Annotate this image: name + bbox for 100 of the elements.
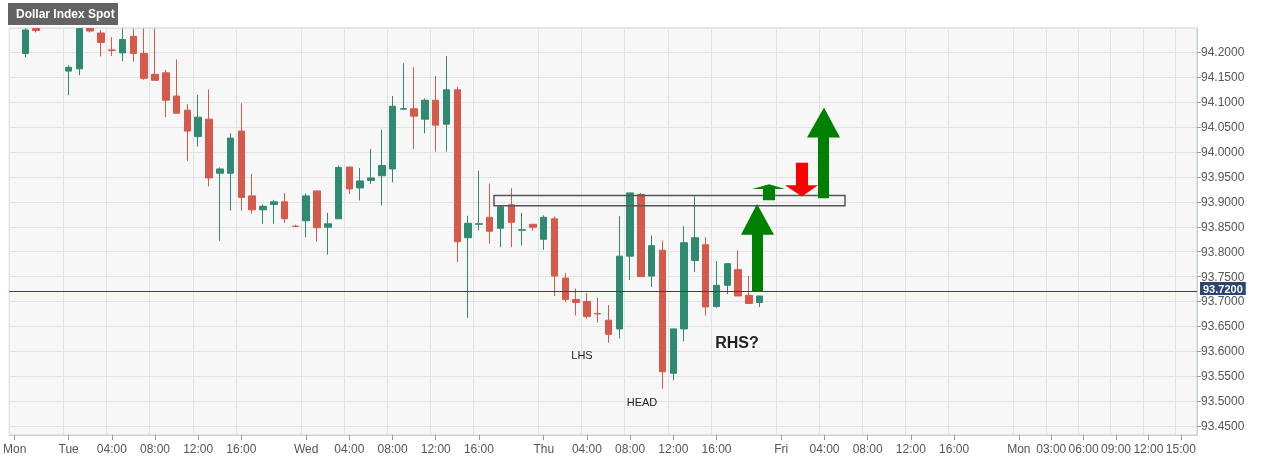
candlestick (454, 86, 461, 263)
y-tick-label: 93.7000 (1201, 294, 1245, 309)
ref-line-label: 93.7200 (1203, 282, 1243, 295)
x-tick-label: 04:00 (571, 442, 603, 456)
x-tick-label: 03:00 (1036, 442, 1067, 456)
x-tick-label: 12:00 (420, 442, 452, 456)
candlestick (637, 192, 645, 278)
candlestick (551, 215, 558, 297)
candlestick (108, 36, 116, 57)
y-tick-label: 94.2000 (1201, 45, 1245, 60)
y-tick-label: 93.5000 (1201, 394, 1245, 409)
x-tick-label: 08:00 (139, 442, 171, 456)
y-tick-label: 93.8500 (1201, 219, 1245, 234)
candlestick (745, 275, 753, 304)
x-tick-label: Tue (58, 442, 80, 456)
candlestick (248, 173, 256, 215)
candlestick (162, 69, 170, 118)
candlestick (259, 203, 267, 225)
candlestick (173, 58, 180, 114)
x-tick-label: 12:00 (895, 442, 927, 456)
candlestick (216, 166, 224, 242)
candlestick (734, 249, 742, 297)
candlestick (65, 64, 72, 96)
x-tick-label: 15:00 (1165, 442, 1197, 456)
y-tick-label: 93.6500 (1201, 319, 1245, 334)
candlestick (464, 215, 472, 319)
x-tick-label: 16:00 (701, 442, 732, 456)
candlestick (184, 103, 191, 162)
x-tick-label: 16:00 (939, 442, 970, 456)
candlestick (270, 199, 278, 225)
y-tick-label: 93.9500 (1201, 169, 1245, 184)
candlestick (529, 223, 537, 232)
candlestick (313, 190, 321, 243)
candlestick (594, 297, 601, 324)
y-tick-label: 93.8000 (1201, 244, 1245, 259)
y-tick-label: 93.4500 (1201, 419, 1245, 434)
candlestick (572, 288, 580, 316)
candlestick (389, 95, 396, 183)
candlestick (367, 148, 375, 185)
candlestick (702, 236, 709, 316)
candlestick (335, 164, 342, 220)
candlestick (76, 28, 83, 76)
candlestick (324, 212, 332, 256)
candlestick (508, 187, 515, 248)
candlestick (86, 28, 94, 33)
candlestick (130, 28, 137, 63)
candlestick (410, 66, 418, 150)
candlestick (443, 55, 450, 153)
x-tick-label: 12:00 (658, 442, 689, 456)
candlestick (400, 62, 407, 111)
y-tick-label: 93.5500 (1201, 369, 1245, 384)
candlestick (605, 304, 612, 344)
x-tick-label: Fri (774, 442, 789, 456)
annotation: RHS? (715, 334, 759, 353)
candlestick (583, 292, 591, 319)
candlestick (540, 214, 547, 251)
candlestick (562, 272, 569, 303)
candlestick (713, 260, 720, 309)
candlestick (32, 28, 40, 33)
x-tick-label: Mon (1007, 442, 1031, 456)
candlestick (205, 88, 213, 187)
x-tick-label: 09:00 (1101, 442, 1132, 456)
candlestick (421, 97, 429, 134)
x-tick-label: Thu (533, 442, 555, 456)
y-tick-label: 93.7500 (1201, 269, 1245, 284)
x-tick-label: 08:00 (852, 442, 883, 456)
chart-title: Dollar Index Spot (16, 7, 115, 21)
x-tick-label: Wed (293, 442, 319, 456)
x-tick-label: 16:00 (463, 442, 495, 456)
candlestick (378, 129, 386, 206)
candlestick (238, 102, 245, 212)
candlestick (302, 192, 310, 238)
candlestick (22, 28, 29, 58)
candlestick (281, 192, 288, 224)
candlestick (119, 28, 126, 62)
candlestick (670, 328, 677, 381)
candlestick (680, 225, 688, 342)
x-tick-label: 04:00 (809, 442, 840, 456)
candlestick (486, 182, 493, 245)
y-tick-label: 93.9000 (1201, 194, 1245, 209)
candlestick (691, 195, 699, 273)
x-tick-label: 04:00 (334, 442, 365, 456)
candlestick (140, 28, 148, 81)
candlestick (97, 29, 105, 57)
candlestick (616, 215, 623, 339)
candlestick (518, 212, 526, 246)
candlestick (346, 166, 353, 195)
y-tick-label: 94.1000 (1201, 95, 1245, 110)
x-tick-label: 12:00 (1133, 442, 1164, 456)
candlestick (659, 240, 666, 390)
candlestick (756, 295, 763, 308)
x-tick-label: 04:00 (96, 442, 128, 456)
annotation: HEAD (626, 396, 658, 409)
candlestick (227, 132, 234, 212)
candlestick (724, 263, 731, 295)
y-tick-label: 94.0000 (1201, 145, 1245, 160)
annotation: LHS (571, 348, 593, 361)
y-tick-label: 94.0500 (1201, 120, 1245, 135)
x-tick-label: 08:00 (377, 442, 408, 456)
y-tick-label: 94.1500 (1201, 70, 1245, 85)
